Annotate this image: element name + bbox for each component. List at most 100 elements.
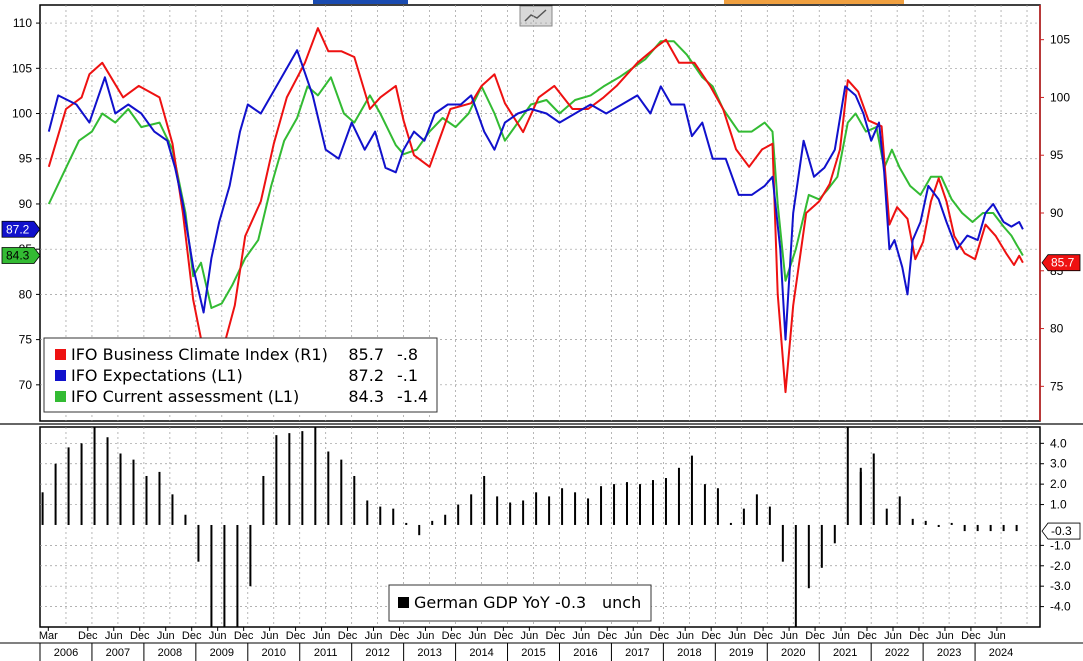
x-year-label: 2024: [989, 647, 1013, 659]
tag-current-text: 84.3: [6, 249, 30, 263]
x-month-label: Dec: [182, 630, 202, 642]
x-month-label: Jun: [520, 630, 538, 642]
tag-business-climate-text: 85.7: [1051, 256, 1075, 270]
bar-tick-label: 4.0: [1050, 436, 1067, 450]
x-year-label: 2021: [833, 647, 857, 659]
legend-change-3: -1.4: [397, 387, 428, 406]
x-month-label: Jun: [572, 630, 590, 642]
x-month-label: Dec: [338, 630, 358, 642]
bar-tick-label: -2.0: [1050, 559, 1071, 573]
x-month-label: Jun: [261, 630, 279, 642]
x-year-label: 2012: [365, 647, 389, 659]
x-month-label: Dec: [701, 630, 721, 642]
bar-tick-label: 1.0: [1050, 498, 1067, 512]
tag-expectations-bg: [1, 220, 41, 238]
right-tick-label: 80: [1050, 322, 1064, 336]
tag-expectations: 87.2: [1, 220, 41, 238]
x-year-label: 2007: [106, 647, 130, 659]
x-year-label: 2016: [573, 647, 597, 659]
left-tick-label: 95: [19, 152, 33, 166]
bar-legend-last: -0.3: [555, 593, 586, 612]
tag-gdp-text: -0.3: [1051, 524, 1072, 538]
x-month-label: Jun: [209, 630, 227, 642]
x-month-label: Jun: [936, 630, 954, 642]
bottom-panel-frame: [39, 426, 1041, 628]
x-month-label: Jun: [624, 630, 642, 642]
bar-tick-label: -1.0: [1050, 538, 1071, 552]
tag-current-bg: [1, 247, 41, 264]
left-tick-label: 100: [12, 107, 32, 121]
x-month-label: Mar: [39, 630, 58, 642]
legend-label-3: IFO Current assessment (L1): [71, 387, 299, 406]
x-year-label: 2014: [469, 647, 493, 659]
x-month-label: Jun: [676, 630, 694, 642]
toolbar-strip-left: [313, 0, 408, 4]
right-axis-ticks: 1051009590858075: [1040, 33, 1070, 393]
x-month-label: Jun: [365, 630, 383, 642]
bar-legend-box: [388, 584, 652, 622]
right-tick-label: 100: [1050, 90, 1070, 104]
legend-last-3: 84.3: [348, 387, 384, 406]
x-year-label: 2011: [314, 647, 338, 659]
tag-current: 84.3: [1, 247, 41, 264]
value-tags: 87.2 84.3 85.7 -0.3: [1, 220, 1081, 540]
x-year-label: 2018: [677, 647, 701, 659]
x-month-label: Dec: [546, 630, 566, 642]
legend-label-1: IFO Business Climate Index (R1): [71, 345, 328, 364]
line-series-group: [47, 27, 1024, 394]
x-month-label: Dec: [597, 630, 617, 642]
x-month-label: Dec: [286, 630, 306, 642]
x-month-label: Jun: [313, 630, 331, 642]
x-month-label: Dec: [909, 630, 929, 642]
bar-legend-swatch: [398, 597, 409, 608]
x-year-label: 2023: [937, 647, 961, 659]
x-year-label: 2022: [885, 647, 909, 659]
x-month-label: Dec: [390, 630, 410, 642]
x-month-label: Dec: [805, 630, 825, 642]
tag-gdp-bg: [1041, 522, 1081, 540]
bar-legend-label: German GDP YoY: [414, 593, 550, 612]
x-year-label: 2010: [262, 647, 286, 659]
legend-swatch-2: [55, 370, 66, 381]
line-legend-box: [43, 337, 438, 413]
legend-change-1: -.8: [397, 345, 418, 364]
series-line-3: [47, 40, 1024, 309]
bar-tick-label: 3.0: [1050, 457, 1067, 471]
x-month-label: Jun: [780, 630, 798, 642]
left-tick-label: 75: [19, 333, 33, 347]
x-month-label: Dec: [130, 630, 150, 642]
x-month-label: Jun: [469, 630, 487, 642]
x-month-label: Dec: [649, 630, 669, 642]
x-month-label: Jun: [884, 630, 902, 642]
x-year-label: 2009: [210, 647, 234, 659]
x-month-label: Dec: [442, 630, 462, 642]
x-year-label: 2008: [158, 647, 182, 659]
x-month-label: Jun: [832, 630, 850, 642]
bar-tick-label: 2.0: [1050, 477, 1067, 491]
x-month-label: Dec: [78, 630, 98, 642]
right-tick-label: 95: [1050, 148, 1064, 162]
line-legend: IFO Business Climate Index (R1) 85.7 -.8 IF…: [43, 337, 438, 413]
bar-tick-label: -4.0: [1050, 600, 1071, 614]
x-month-label: Dec: [753, 630, 773, 642]
tag-business-climate-bg: [1041, 254, 1081, 272]
x-month-label: Dec: [234, 630, 254, 642]
left-tick-label: 110: [13, 16, 32, 30]
x-month-label: Jun: [417, 630, 435, 642]
x-month-label: Dec: [961, 630, 981, 642]
bar-legend: German GDP YoY -0.3 unch: [388, 584, 652, 622]
right-tick-label: 75: [1050, 379, 1064, 393]
chart-type-button[interactable]: [519, 5, 553, 27]
bar-series-group: [41, 427, 1018, 627]
x-year-label: 2019: [729, 647, 753, 659]
legend-swatch-1: [55, 349, 66, 360]
series-line-2: [47, 49, 1024, 341]
x-year-label: 2006: [54, 647, 78, 659]
x-month-label: Dec: [494, 630, 514, 642]
x-month-label: Jun: [988, 630, 1006, 642]
tag-business-climate: 85.7: [1041, 254, 1081, 272]
left-tick-label: 105: [12, 61, 32, 75]
left-axis-ticks: 110105100959085807570: [12, 16, 40, 392]
left-tick-label: 80: [19, 287, 33, 301]
